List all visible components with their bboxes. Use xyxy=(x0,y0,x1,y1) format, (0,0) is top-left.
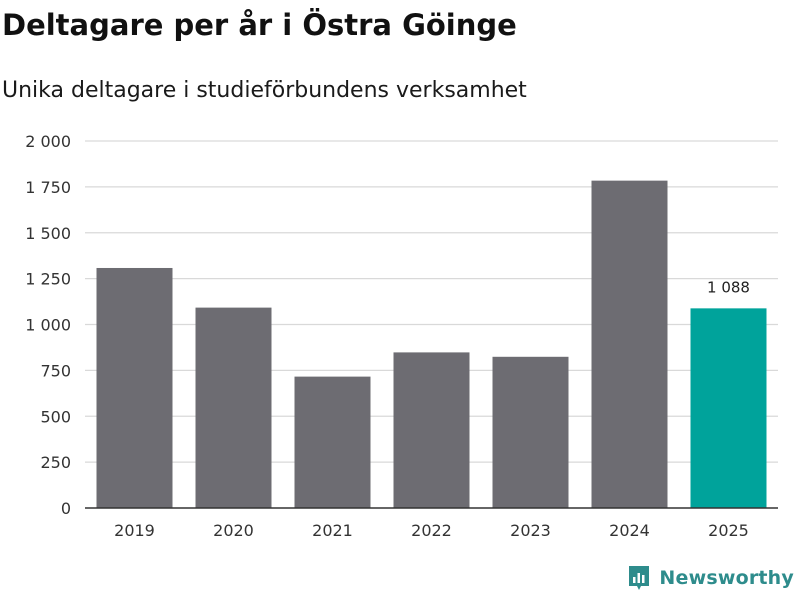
bar-2021 xyxy=(294,376,371,508)
x-tick-label: 2024 xyxy=(609,521,650,540)
x-tick-label: 2025 xyxy=(708,521,749,540)
chart-title: Deltagare per år i Östra Göinge xyxy=(2,8,517,42)
y-tick-label: 250 xyxy=(40,453,71,472)
y-tick-label: 1 500 xyxy=(25,224,71,243)
bar-2019 xyxy=(96,267,173,508)
y-tick-label: 1 000 xyxy=(25,316,71,335)
bar-2024 xyxy=(591,180,668,509)
newsworthy-logo-icon xyxy=(629,566,650,590)
x-tick-label: 2022 xyxy=(411,521,452,540)
x-tick-label: 2023 xyxy=(510,521,551,540)
y-tick-label: 750 xyxy=(40,361,71,380)
y-tick-label: 1 750 xyxy=(25,178,71,197)
data-label: 1 088 xyxy=(707,278,750,296)
y-tick-label: 2 000 xyxy=(25,132,71,151)
y-tick-label: 500 xyxy=(40,407,71,426)
y-tick-label: 1 250 xyxy=(25,270,71,289)
bar-2023 xyxy=(492,356,569,508)
brand-logo: Newsworthy xyxy=(627,564,794,592)
chart-subtitle: Unika deltagare i studieförbundens verks… xyxy=(2,78,527,103)
brand-name: Newsworthy xyxy=(659,567,794,589)
x-tick-label: 2019 xyxy=(114,521,155,540)
y-tick-label: 0 xyxy=(61,499,71,518)
bar-2025 xyxy=(690,308,767,508)
x-tick-label: 2021 xyxy=(312,521,353,540)
x-tick-label: 2020 xyxy=(213,521,254,540)
bar-2020 xyxy=(195,307,272,508)
bar-2022 xyxy=(393,352,470,508)
